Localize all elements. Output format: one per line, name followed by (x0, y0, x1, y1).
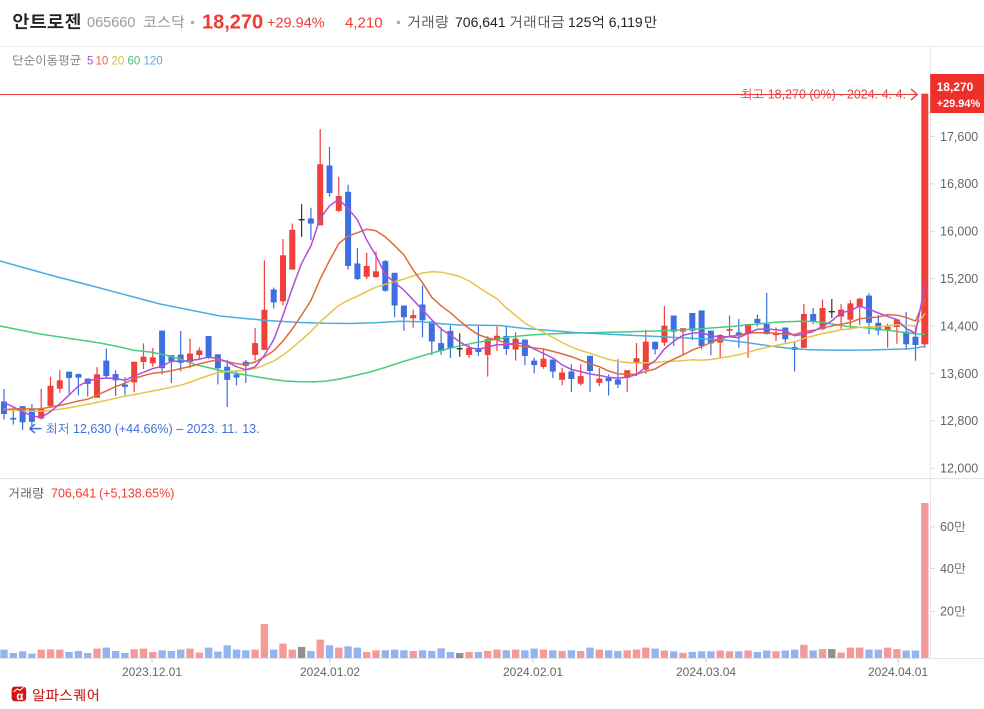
svg-text:(+44.66%): (+44.66%) (115, 422, 173, 436)
svg-text:16,800: 16,800 (940, 177, 978, 191)
svg-text:706,641: 706,641 (455, 14, 506, 30)
svg-text:065660: 065660 (87, 15, 135, 31)
svg-text:2024.: 2024. (847, 88, 878, 102)
svg-text:15,200: 15,200 (940, 272, 978, 286)
svg-text:14,400: 14,400 (940, 319, 978, 333)
svg-text:(+5,138.65%): (+5,138.65%) (99, 487, 174, 501)
svg-text:12,630: 12,630 (73, 422, 111, 436)
svg-text:2024.02.01: 2024.02.01 (503, 665, 563, 679)
svg-text:20: 20 (940, 605, 954, 619)
svg-text:11.: 11. (221, 422, 237, 436)
svg-text:2024.03.04: 2024.03.04 (676, 665, 736, 679)
svg-text:60: 60 (128, 56, 141, 68)
svg-text:20: 20 (112, 56, 125, 68)
svg-text:13.: 13. (242, 422, 259, 436)
svg-text:+29.94%: +29.94% (267, 16, 325, 32)
svg-text:4.: 4. (882, 88, 892, 102)
svg-text:706,641: 706,641 (51, 487, 96, 501)
svg-text:α: α (16, 691, 23, 703)
svg-text:2024.01.02: 2024.01.02 (300, 665, 360, 679)
svg-text:-: - (839, 88, 843, 102)
svg-text:18,270: 18,270 (202, 12, 263, 34)
svg-text:18,270: 18,270 (937, 80, 974, 94)
svg-text:4.: 4. (896, 88, 906, 102)
svg-text:2024.04.01: 2024.04.01 (868, 665, 928, 679)
svg-text:13,600: 13,600 (940, 367, 978, 381)
svg-text:4,210: 4,210 (345, 15, 383, 32)
svg-text:+29.94%: +29.94% (937, 98, 981, 110)
svg-text:2023.12.01: 2023.12.01 (122, 665, 182, 679)
svg-text:17,600: 17,600 (940, 130, 978, 144)
svg-text:125: 125 (568, 14, 592, 30)
svg-text:6,119: 6,119 (609, 14, 643, 30)
svg-text:–: – (176, 422, 183, 436)
svg-text:16,000: 16,000 (940, 225, 978, 239)
svg-text:10: 10 (96, 56, 109, 68)
svg-text:(0%): (0%) (809, 88, 835, 102)
svg-text:12,000: 12,000 (940, 462, 978, 476)
svg-text:40: 40 (940, 562, 954, 576)
svg-text:2023.: 2023. (187, 422, 218, 436)
svg-text:12,800: 12,800 (940, 414, 978, 428)
svg-text:60: 60 (940, 520, 954, 534)
svg-text:18,270: 18,270 (768, 88, 806, 102)
svg-text:5: 5 (87, 56, 93, 68)
svg-text:120: 120 (144, 56, 163, 68)
